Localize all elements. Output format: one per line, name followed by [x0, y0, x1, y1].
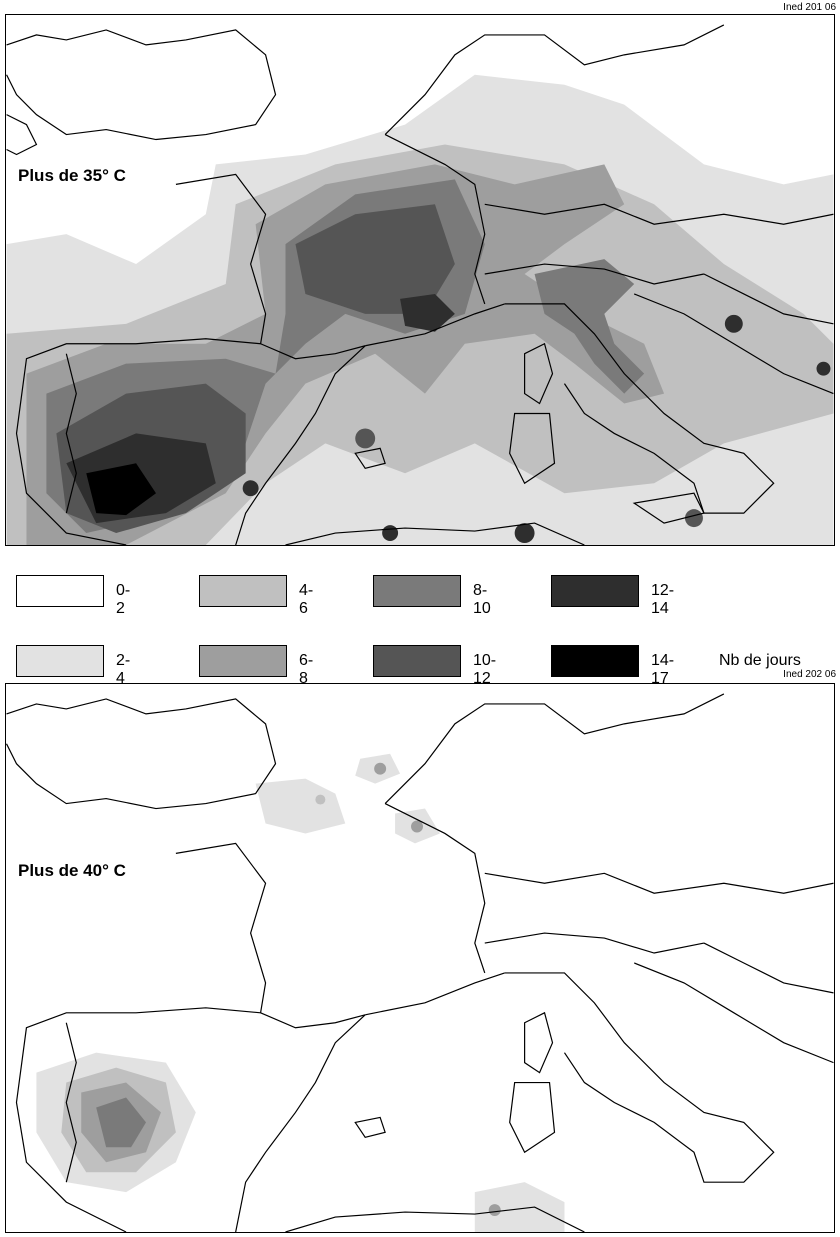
figure-reference: Ined 202 06 [783, 669, 836, 680]
map-panel-35c [5, 14, 835, 546]
alps-border [484, 932, 705, 954]
france-coast [175, 842, 267, 1013]
north-sea-coast [384, 693, 725, 804]
britain-outline [6, 698, 277, 810]
legend-swatch [16, 575, 104, 607]
france-italy-coast [365, 303, 505, 347]
portugal-border [65, 1022, 77, 1183]
legend-label: 6-8 [299, 652, 314, 687]
legend-swatch [373, 645, 461, 677]
zone-8-10-italy [534, 259, 645, 394]
north-sea-coast [384, 24, 725, 135]
ireland-outline [6, 114, 38, 156]
legend-label: 10-12 [473, 652, 497, 687]
hotspot [315, 794, 326, 805]
zone-8-10 [96, 1097, 146, 1148]
map-panel-40c [5, 683, 835, 1233]
coastlines-borders [6, 693, 834, 1232]
legend-swatch [199, 575, 287, 607]
legend-swatch [373, 575, 461, 607]
legend-swatch [16, 645, 104, 677]
balkan-border [703, 273, 834, 325]
legend-label: 4-6 [299, 582, 314, 617]
hotspot [816, 361, 831, 376]
central-europe-borders [484, 872, 834, 894]
legend-label: 2-4 [116, 652, 131, 687]
heat-days-map-40c [6, 693, 834, 1232]
hotspot [514, 523, 535, 544]
france-coast [175, 173, 267, 344]
zone-2-4 [255, 778, 346, 834]
spain-france-border [260, 1012, 366, 1029]
sardinia [509, 412, 556, 485]
legend-unit: Nb de jours [719, 652, 801, 669]
corsica [524, 342, 554, 405]
zone-2-4 [474, 1182, 565, 1232]
hotspot [411, 820, 423, 833]
hotspot [374, 762, 387, 775]
heat-shading [6, 74, 834, 545]
central-europe-borders [484, 203, 834, 225]
italy-coast [504, 303, 775, 514]
britain-outline [6, 29, 277, 141]
legend-label: 0-2 [116, 582, 131, 617]
alps-border [484, 263, 705, 285]
legend-label: 14-17 [651, 652, 675, 687]
portugal-border [65, 353, 77, 514]
coastlines-borders [6, 24, 834, 545]
corsica [524, 1011, 554, 1074]
adriatic-coast [633, 293, 834, 395]
adriatic-coast [633, 962, 834, 1064]
hotspot [724, 314, 743, 333]
hotspot [488, 1204, 501, 1217]
hotspot [685, 509, 703, 528]
legend-swatch [551, 645, 639, 677]
map-title-35c: Plus de 35° C [18, 166, 126, 185]
spain-france-border [260, 343, 366, 360]
balearics [354, 1116, 386, 1139]
zone-12-14-rhone [400, 293, 455, 332]
heat-shading [36, 753, 565, 1232]
spain-med-coast [235, 345, 366, 545]
sicily [632, 492, 705, 524]
legend: 0-2 2-4 4-6 6-8 8-10 10-12 12-14 14-17 N… [16, 575, 836, 690]
zone-10-12-france [295, 204, 455, 314]
legend-label: 8-10 [473, 582, 491, 617]
north-africa-coast [285, 522, 585, 545]
hotspot [355, 428, 376, 449]
zone-14-17 [86, 463, 156, 516]
heat-days-map-35c [6, 24, 834, 545]
iberia-coast [15, 1007, 261, 1232]
balearics [354, 447, 386, 469]
italy-coast [504, 972, 775, 1183]
legend-label: 12-14 [651, 582, 675, 617]
hotspot [382, 525, 399, 542]
map-title-40c: Plus de 40° C [18, 861, 126, 880]
figure-reference: Ined 201 06 [783, 2, 836, 13]
hotspot [242, 480, 259, 497]
north-africa-coast [285, 1206, 585, 1232]
spain-med-coast [235, 1014, 366, 1232]
france-border [384, 803, 486, 974]
france-italy-coast [365, 972, 505, 1016]
france-border [384, 134, 486, 305]
legend-swatch [199, 645, 287, 677]
sardinia [509, 1081, 556, 1154]
balkan-border [703, 942, 834, 994]
legend-swatch [551, 575, 639, 607]
iberia-coast [15, 338, 261, 545]
